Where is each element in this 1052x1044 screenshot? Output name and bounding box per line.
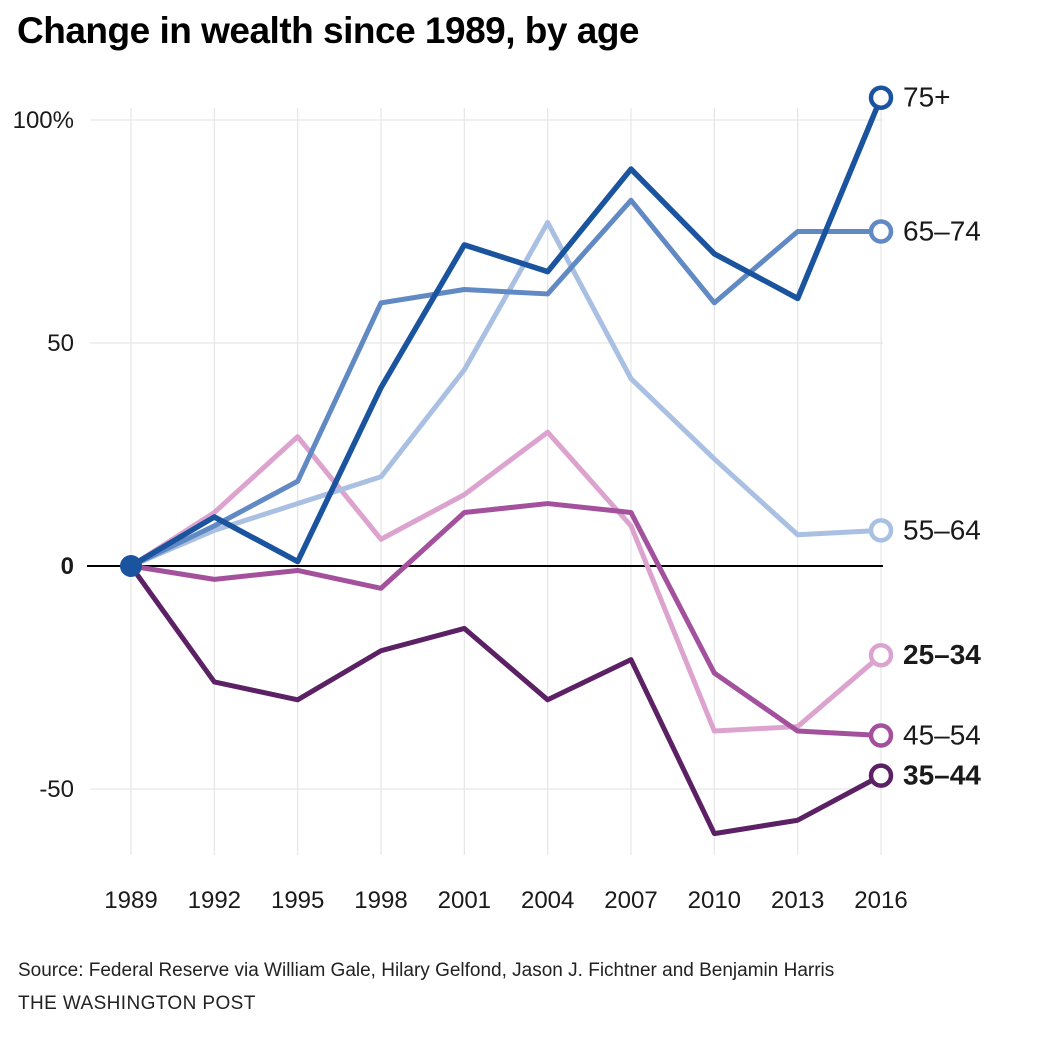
wealth-change-line-chart: 100% 50 0 -50 1989 1992 1995 1998 2001 2004 2007 20… bbox=[13, 82, 982, 914]
series-line-55-64 bbox=[128, 220, 884, 569]
x-axis-tick-label: 2010 bbox=[688, 887, 741, 914]
source-block: Source: Federal Reserve via William Gale… bbox=[18, 954, 834, 1020]
series-label-45-54: 45–54 bbox=[903, 719, 981, 750]
series-line-65-74 bbox=[128, 197, 884, 569]
series-line-25-34 bbox=[128, 429, 884, 734]
x-axis-tick-label: 1995 bbox=[271, 887, 324, 914]
endpoint-marker-35-44 bbox=[868, 763, 894, 788]
series-label-75+: 75+ bbox=[903, 82, 951, 113]
series-line-35-44 bbox=[128, 563, 884, 837]
x-axis-tick-label: 2001 bbox=[438, 887, 491, 914]
chart-title: Change in wealth since 1989, by age bbox=[17, 10, 640, 51]
series-label-55-64: 55–64 bbox=[903, 514, 981, 545]
x-axis-tick-label: 1989 bbox=[104, 887, 157, 914]
credit-line: THE WASHINGTON POST bbox=[18, 993, 256, 1014]
x-axis-tick-label: 2007 bbox=[604, 887, 657, 914]
y-axis-tick-label: 100% bbox=[13, 107, 74, 134]
series-line-75+ bbox=[128, 94, 884, 569]
series-label-65-74: 65–74 bbox=[903, 216, 981, 247]
x-axis-tick-label: 2016 bbox=[854, 887, 907, 914]
series-label-25-34: 25–34 bbox=[903, 639, 981, 670]
start-point-marker bbox=[120, 555, 142, 577]
y-axis-tick-label: 50 bbox=[47, 330, 74, 357]
endpoint-marker-75+ bbox=[868, 85, 894, 110]
y-axis-tick-label: 0 bbox=[61, 553, 74, 580]
endpoint-marker-45-54 bbox=[868, 723, 894, 748]
endpoint-marker-65-74 bbox=[868, 219, 894, 244]
x-axis-tick-label: 1998 bbox=[354, 887, 407, 914]
endpoint-marker-25-34 bbox=[868, 642, 894, 668]
x-axis-tick-label: 2013 bbox=[771, 887, 824, 914]
series-line-45-54 bbox=[128, 501, 884, 738]
x-axis-tick-label: 2004 bbox=[521, 887, 574, 914]
source-line: Source: Federal Reserve via William Gale… bbox=[18, 960, 835, 981]
series-label-35-44: 35–44 bbox=[903, 760, 981, 791]
endpoint-marker-55-64 bbox=[868, 518, 894, 543]
y-axis-tick-label: -50 bbox=[39, 776, 74, 803]
x-axis-tick-label: 1992 bbox=[188, 887, 241, 914]
